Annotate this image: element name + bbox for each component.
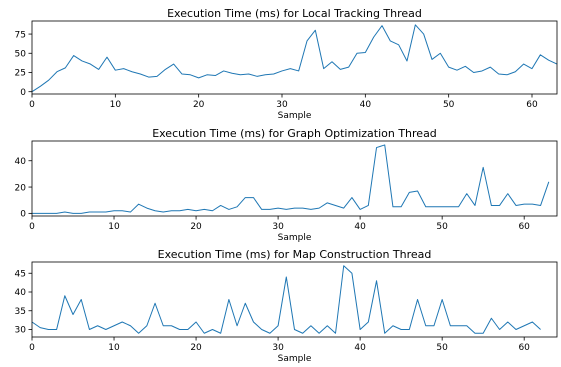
subplot-local-tracking: Execution Time (ms) for Local Tracking T… — [15, 7, 558, 121]
y-tick-label: 40 — [15, 157, 27, 167]
y-tick-label: 50 — [15, 49, 27, 59]
x-tick-label: 30 — [276, 100, 288, 110]
series-line — [32, 144, 550, 214]
x-axis-label: Sample — [278, 111, 312, 121]
x-tick-label: 20 — [190, 343, 202, 353]
y-tick-label: 30 — [15, 326, 27, 336]
x-tick-label: 60 — [518, 343, 530, 353]
series-line — [31, 265, 541, 334]
chart-title: Execution Time (ms) for Local Tracking T… — [167, 7, 422, 20]
x-tick-label: 30 — [272, 343, 284, 353]
plot-frame — [31, 20, 558, 95]
x-tick-label: 0 — [29, 343, 35, 353]
subplot-map-construction: Execution Time (ms) for Map Construction… — [15, 248, 558, 364]
x-tick-label: 50 — [436, 222, 448, 232]
x-tick-label: 10 — [108, 343, 120, 353]
y-tick-label: 45 — [15, 269, 26, 279]
x-tick-label: 10 — [108, 222, 120, 232]
x-tick-label: 10 — [110, 100, 122, 110]
x-tick-label: 0 — [29, 100, 35, 110]
x-tick-label: 60 — [526, 100, 538, 110]
x-tick-label: 30 — [272, 222, 284, 232]
y-tick-label: 25 — [15, 69, 26, 79]
x-tick-label: 40 — [354, 343, 366, 353]
x-tick-label: 20 — [190, 222, 202, 232]
x-tick-label: 40 — [354, 222, 366, 232]
x-tick-label: 40 — [360, 100, 372, 110]
y-tick-label: 0 — [20, 210, 26, 220]
plot-frame — [31, 261, 558, 338]
y-tick-label: 20 — [15, 183, 27, 193]
x-tick-label: 0 — [29, 222, 35, 232]
chart-title: Execution Time (ms) for Graph Optimizati… — [152, 127, 437, 140]
series-line — [31, 24, 558, 93]
x-tick-label: 50 — [443, 100, 455, 110]
x-tick-label: 50 — [436, 343, 448, 353]
plot-frame — [31, 140, 558, 217]
chart-title: Execution Time (ms) for Map Construction… — [158, 248, 432, 261]
x-axis-label: Sample — [278, 354, 312, 364]
x-axis-label: Sample — [278, 233, 312, 243]
subplot-graph-optimization: Execution Time (ms) for Graph Optimizati… — [15, 127, 558, 243]
y-tick-label: 40 — [15, 288, 27, 298]
y-tick-label: 0 — [20, 88, 26, 98]
x-tick-label: 20 — [193, 100, 205, 110]
x-tick-label: 60 — [518, 222, 530, 232]
y-tick-label: 75 — [15, 30, 26, 40]
y-tick-label: 35 — [15, 307, 26, 317]
